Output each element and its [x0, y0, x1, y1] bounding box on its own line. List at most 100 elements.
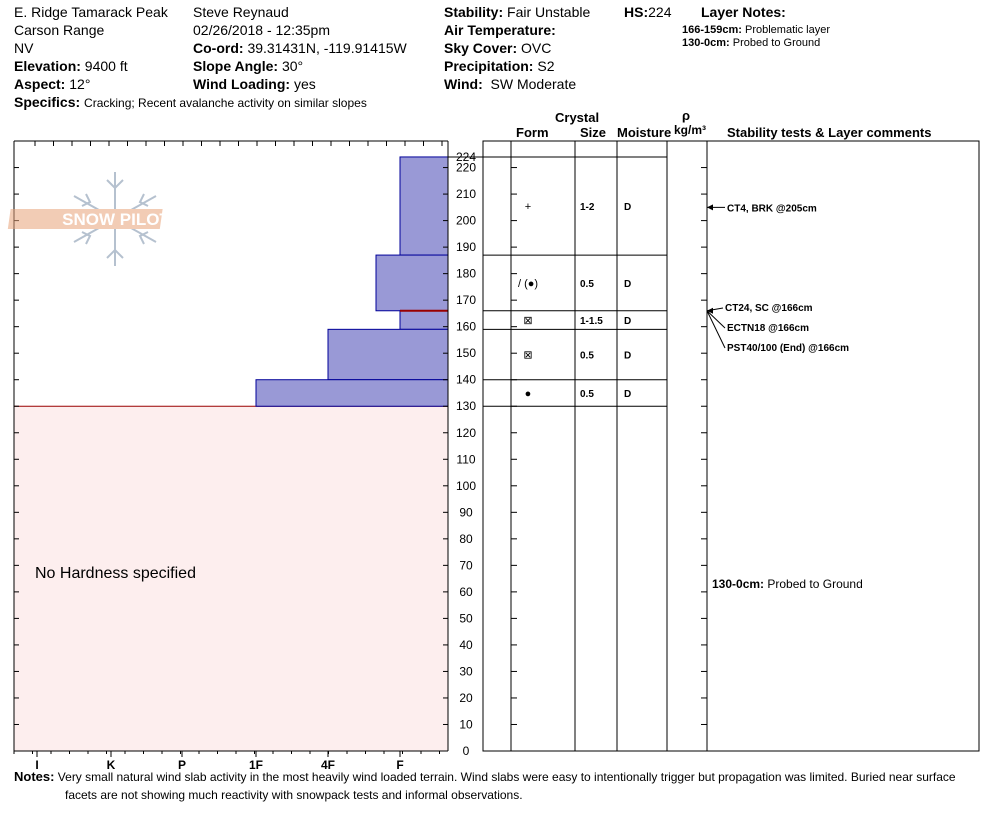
layer-moisture: D	[624, 316, 631, 327]
observation-datetime: 02/26/2018 - 12:35pm	[193, 22, 330, 38]
depth-tick-label: 210	[456, 187, 476, 201]
depth-tick-label: 170	[456, 293, 476, 307]
layer-table-frame	[482, 140, 980, 752]
sky-cover-label: Sky Cover:	[444, 40, 518, 56]
specifics-row: Specifics: Cracking; Recent avalanche ac…	[14, 93, 367, 112]
depth-tick-label: 30	[459, 664, 473, 678]
form-header: Form	[516, 125, 549, 140]
layer-size: 0.5	[580, 279, 594, 290]
layer-moisture: D	[624, 279, 631, 290]
layer-comment: 130-0cm: Probed to Ground	[712, 577, 863, 591]
aspect-value: 12°	[69, 76, 91, 92]
layer-form-symbol: / (●)	[518, 278, 538, 290]
slope-row: Slope Angle: 30°	[193, 57, 303, 75]
stability-test-label: CT4, BRK @205cm	[727, 203, 817, 214]
wind-value: SW Moderate	[490, 76, 577, 92]
test-leader-line	[706, 310, 726, 329]
depth-tick-label: 180	[456, 267, 476, 281]
notes-line-1: Very small natural wind slab activity in…	[57, 770, 956, 784]
test-arrow	[707, 307, 713, 314]
depth-tick-label: 150	[456, 346, 476, 360]
depth-tick-label: 50	[459, 611, 473, 625]
depth-tick-label: 90	[459, 505, 473, 519]
precipitation-value: S2	[537, 58, 555, 74]
depth-tick-label: 130	[456, 399, 476, 413]
depth-tick-label: 80	[459, 532, 473, 546]
depth-axis: 0 10 20 30 40 50 60 70 80 90 100 110 120 130 140 150 160…	[443, 141, 484, 758]
no-hardness-text: No Hardness specified	[35, 565, 196, 582]
depth-tick-label: 10	[459, 717, 473, 731]
notes-label: Notes:	[14, 769, 55, 784]
depth-tick-label: 200	[456, 214, 476, 228]
mountain-range: Carson Range	[14, 22, 105, 38]
test-leader-line	[706, 310, 726, 349]
layer-size: 1-2	[580, 202, 595, 213]
stability-label: Stability:	[444, 4, 504, 20]
layer-table: +1-2 D / (●) 0.5 D ⊠ 1-1.5 D ⊠ 0.5 D ● 0.5 D	[482, 140, 980, 752]
notes-block: Notes: Very small natural wind slab acti…	[14, 767, 956, 787]
hardness-bar	[375, 254, 449, 312]
air-temp-label: Air Temperature:	[444, 22, 556, 38]
depth-tick-label: 60	[459, 585, 473, 599]
slope-label: Slope Angle:	[193, 58, 279, 74]
hardness-tick-label: F	[396, 758, 403, 772]
hardness-bar	[255, 379, 449, 407]
layer-size: 0.5	[580, 351, 594, 362]
wind-label: Wind:	[444, 76, 483, 92]
stability-test-label: PST40/100 (End) @166cm	[727, 343, 849, 354]
moisture-header: Moisture	[617, 125, 672, 140]
density-unit-header: kg/m³	[674, 123, 707, 137]
wind-loading-label: Wind Loading:	[193, 76, 291, 92]
layer-form-symbol: ⊠	[523, 315, 532, 327]
observer-name: Steve Reynaud	[193, 4, 289, 20]
depth-tick-label: 0	[463, 744, 470, 758]
stability-comments-header: Stability tests & Layer comments	[727, 125, 932, 140]
unspecified-region	[14, 406, 448, 751]
location-name: E. Ridge Tamarack Peak	[14, 4, 168, 20]
specifics-value: Cracking; Recent avalanche activity on s…	[84, 96, 367, 110]
hardness-tick-label: P	[178, 758, 186, 772]
sky-cover-row: Sky Cover: OVC	[444, 39, 551, 57]
hardness-bar	[399, 310, 449, 330]
stability-tests-panel: CT4, BRK @205cm CT24, SC @166cm ECTN18 @16…	[706, 203, 863, 591]
test-arrow	[707, 204, 713, 211]
depth-tick-label: 120	[456, 426, 476, 440]
hs-label: HS:	[624, 4, 649, 20]
elevation-value: 9400 ft	[84, 58, 128, 74]
layer-notes-title: Layer Notes:	[701, 4, 786, 20]
layer-comment-text: Probed to Ground	[767, 577, 862, 591]
depth-tick-label: 70	[459, 558, 473, 572]
layer-size: 1-1.5	[580, 316, 603, 327]
layer-form-symbol: ⊠	[523, 350, 532, 362]
depth-tick-label: 190	[456, 240, 476, 254]
depth-tick-label: 100	[456, 479, 476, 493]
depth-tick-label: 110	[456, 452, 475, 466]
layer-note-2: 130-0cm: Probed to Ground	[682, 37, 820, 49]
hardness-tick-label: K	[107, 758, 116, 772]
elevation-row: Elevation: 9400 ft	[14, 57, 128, 75]
hardness-tick-label: I	[35, 758, 38, 772]
stability-test-label: CT24, SC @166cm	[725, 303, 813, 314]
stability-test-label: ECTN18 @166cm	[727, 323, 809, 334]
layer-note-2-range: 130-0cm:	[682, 37, 730, 49]
crystal-header: Crystal	[555, 110, 600, 125]
layer-moisture: D	[624, 351, 631, 362]
coord-row: Co-ord: 39.31431N, -119.91415W	[193, 39, 407, 57]
notes-line-2: facets are not showing much reactivity w…	[65, 788, 523, 802]
snowpilot-logo: SNOW PILOT	[7, 172, 170, 266]
coord-value: 39.31431N, -119.91415W	[247, 40, 407, 56]
hardness-bar	[327, 328, 449, 381]
hs-value: 224	[648, 4, 672, 20]
wind-loading-value: yes	[293, 76, 316, 92]
layer-moisture: D	[624, 389, 631, 400]
hardness-tick-label: 4F	[321, 758, 335, 772]
hardness-panel: I K P 1F 4F F	[13, 140, 449, 772]
depth-tick-label: 160	[456, 320, 476, 334]
layer-note-1-text: Problematic layer	[745, 24, 830, 36]
density-rho-header: ρ	[682, 108, 691, 123]
hs-row: HS:224	[624, 3, 671, 21]
specifics-label: Specifics:	[14, 94, 81, 110]
logo-banner	[7, 209, 163, 229]
depth-tick-label: 20	[459, 691, 473, 705]
